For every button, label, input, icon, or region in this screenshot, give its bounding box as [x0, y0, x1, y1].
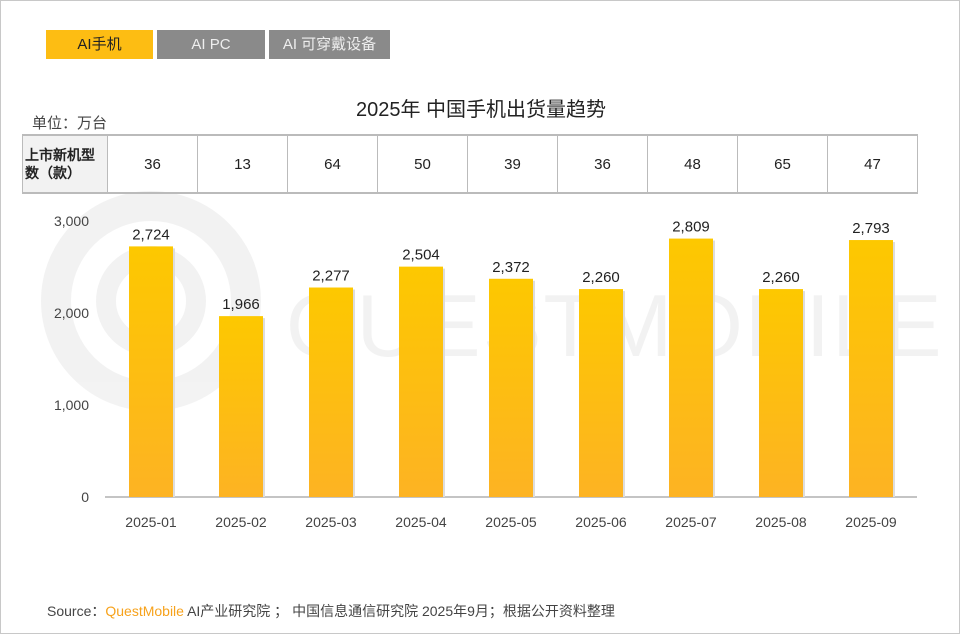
- table-cell: 65: [737, 134, 828, 194]
- table-cell: 50: [377, 134, 468, 194]
- x-tick-label: 2025-02: [215, 514, 267, 530]
- x-tick-label: 2025-08: [755, 514, 807, 530]
- y-tick-label: 0: [81, 489, 89, 505]
- table-cell: 47: [827, 134, 918, 194]
- source-text: AI产业研究院 ； 中国信息通信研究院 2025年9月；根据公开资料整理: [183, 603, 615, 619]
- x-tick-label: 2025-04: [395, 514, 447, 530]
- data-label: 2,260: [582, 269, 620, 286]
- tab-ai-phone[interactable]: AI手机: [46, 30, 153, 59]
- bar: [309, 287, 353, 497]
- bar: [489, 278, 533, 497]
- bar: [579, 289, 623, 497]
- bar: [219, 316, 263, 497]
- x-tick-label: 2025-03: [305, 514, 357, 530]
- table-cell: 13: [197, 134, 288, 194]
- tab-ai-pc[interactable]: AI PC: [157, 30, 265, 59]
- bar: [399, 266, 443, 497]
- y-tick-label: 3,000: [54, 213, 89, 229]
- source-brand: QuestMobile: [105, 603, 184, 619]
- table-cell: 64: [287, 134, 378, 194]
- x-tick-label: 2025-07: [665, 514, 717, 530]
- data-label: 1,966: [222, 296, 260, 313]
- data-label: 2,372: [492, 259, 530, 276]
- table-header: 上市新机型数（款）: [22, 134, 108, 194]
- y-tick-label: 1,000: [54, 397, 89, 413]
- table-cell: 36: [107, 134, 198, 194]
- bar: [669, 238, 713, 497]
- source-prefix: Source：: [47, 603, 106, 619]
- unit-label: 单位：万台: [32, 115, 108, 132]
- data-label: 2,809: [672, 219, 710, 236]
- x-tick-label: 2025-01: [125, 514, 177, 530]
- table-cell: 48: [647, 134, 738, 194]
- data-label: 2,260: [762, 269, 800, 286]
- table-cell: 36: [557, 134, 648, 194]
- x-tick-label: 2025-06: [575, 514, 627, 530]
- data-label: 2,504: [402, 247, 440, 264]
- chart-title: 2025年 中国手机出货量趋势: [355, 99, 607, 121]
- bar: [129, 246, 173, 497]
- tab-ai-wearables[interactable]: AI 可穿戴设备: [269, 30, 390, 59]
- data-label: 2,793: [852, 220, 890, 237]
- x-tick-label: 2025-09: [845, 514, 897, 530]
- table-cell: 39: [467, 134, 558, 194]
- data-label: 2,724: [132, 226, 170, 243]
- bar: [849, 240, 893, 497]
- source: Source：QuestMobile AI产业研究院 ； 中国信息通信研究院 2…: [47, 601, 615, 621]
- data-label: 2,277: [312, 268, 350, 285]
- new-models-table: 上市新机型数（款） 36 13 64 50 39 36 48 65 47: [22, 134, 918, 194]
- y-tick-label: 2,000: [54, 305, 89, 321]
- bar: [759, 289, 803, 497]
- x-tick-label: 2025-05: [485, 514, 537, 530]
